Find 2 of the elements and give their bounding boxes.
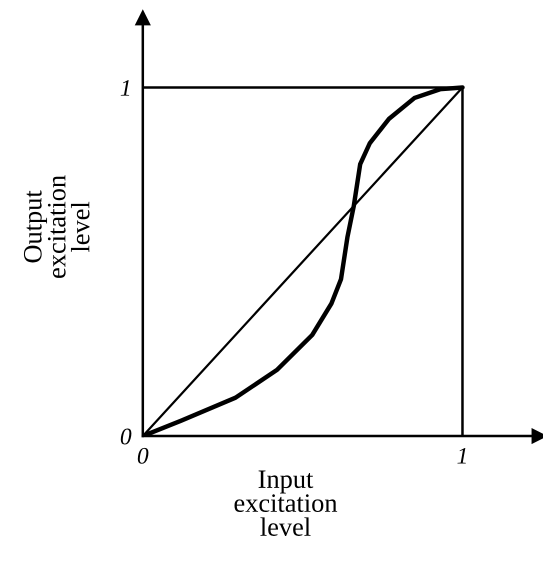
- y-axis-title: Output excitation level: [24, 175, 90, 278]
- x-axis-title: Input excitation level: [234, 470, 338, 536]
